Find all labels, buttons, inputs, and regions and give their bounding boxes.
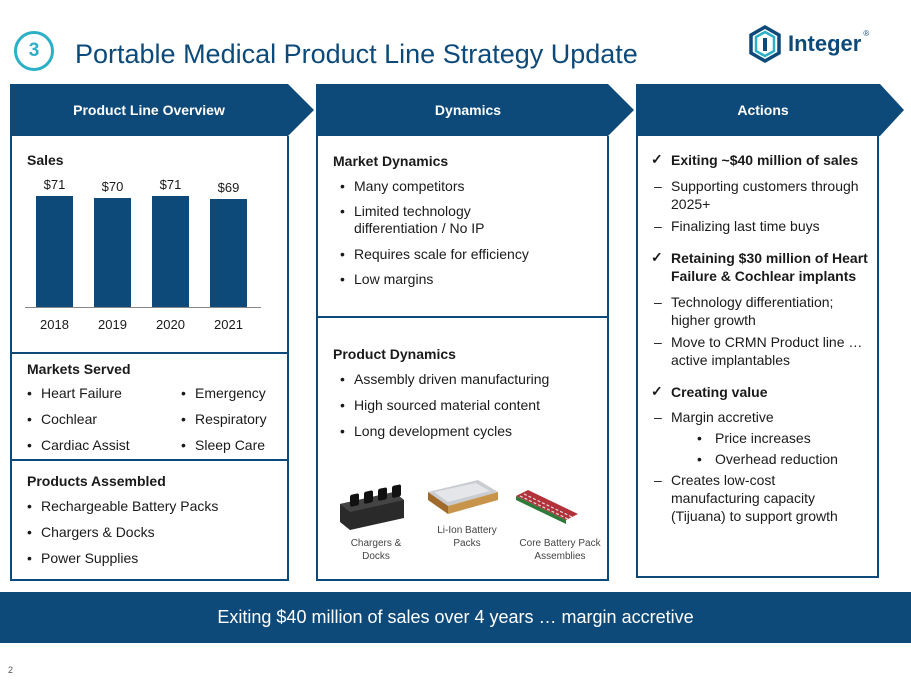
divider	[10, 459, 289, 461]
list-item: • Cardiac Assist	[27, 437, 130, 453]
list-item: • Overhead reduction	[697, 451, 838, 467]
chart-category-label: 2019	[98, 317, 127, 332]
divider	[10, 352, 289, 354]
header-label: Actions	[737, 102, 789, 118]
logo-wordmark: Integer	[788, 31, 862, 56]
chart-bar	[36, 196, 73, 307]
list-item: • Heart Failure	[27, 385, 122, 401]
list-item: • Sleep Care	[181, 437, 266, 453]
check-icon: ✓	[651, 151, 663, 167]
chargers-docks-image	[336, 484, 408, 532]
image-caption: Core Battery Pack Assemblies	[519, 538, 601, 562]
footer-banner: Exiting $40 million of sales over 4 year…	[0, 592, 911, 643]
check-icon: ✓	[651, 249, 663, 265]
product-dynamics-list: • Assembly driven manufacturing • High sou…	[340, 371, 549, 449]
chart-data-label: $69	[217, 180, 240, 195]
action-title: Retaining $30 million of Heart Failure &…	[671, 250, 868, 284]
header-product-line-overview: Product Line Overview	[10, 84, 314, 136]
action-title: Creating value	[671, 384, 768, 400]
image-caption: Chargers & Docks	[350, 538, 402, 562]
header-actions: Actions	[636, 84, 904, 136]
page-title: Portable Medical Product Line Strategy U…	[75, 39, 638, 69]
image-caption: Li-Ion Battery Packs	[437, 525, 497, 549]
market-dynamics-list: • Many competitors • Limited technology di…	[340, 178, 590, 287]
list-item: • Requires scale for efficiency	[340, 246, 529, 262]
chart-data-label: $71	[159, 177, 182, 192]
divider	[316, 316, 609, 318]
slide-number-badge: 3	[14, 31, 54, 71]
action-sublist: – Margin accretive • Price increases • Over…	[651, 408, 876, 525]
actions-panel	[636, 136, 879, 578]
markets-right-list: • Emergency • Respiratory • Sleep Care	[181, 385, 267, 463]
product-dynamics-title: Product Dynamics	[333, 346, 456, 362]
header-label: Dynamics	[434, 102, 502, 118]
list-item: • Emergency	[181, 385, 266, 401]
chart-data-label: $70	[101, 179, 124, 194]
chart-baseline	[25, 307, 261, 308]
chart-bar	[152, 196, 189, 307]
sales-title: Sales	[27, 152, 64, 168]
integer-logo: Integer ®	[748, 25, 869, 63]
action-retaining: ✓ Retaining $30 million of Heart Failure…	[651, 249, 876, 285]
chart-category-label: 2018	[40, 317, 69, 332]
chart-bar	[94, 198, 131, 307]
logo-registered-mark: ®	[863, 29, 870, 38]
action-title: Exiting ~$40 million of sales	[671, 152, 859, 168]
list-item: • Respiratory	[181, 411, 267, 427]
list-item: • Low margins	[340, 271, 434, 287]
chart-bar	[210, 199, 247, 307]
list-item: • Long development cycles	[340, 423, 512, 439]
list-item: – Creates low-cost manufacturing capacity…	[654, 472, 838, 524]
chart-category-label: 2021	[214, 317, 243, 332]
list-item: – Technology differentiation; higher grow…	[654, 294, 834, 328]
markets-left-list: • Heart Failure • Cochlear • Cardiac Assist	[27, 385, 130, 463]
header-label: Product Line Overview	[73, 102, 225, 118]
core-battery-pack-image	[514, 486, 580, 526]
products-assembled-title: Products Assembled	[27, 473, 166, 489]
list-item: • Many competitors	[340, 178, 465, 194]
list-item: – Finalizing last time buys	[654, 218, 820, 234]
list-item: • Rechargeable Battery Packs	[27, 498, 219, 514]
sales-chart: $71 2018 $70 2019 $71 2020 $69 2021	[25, 170, 265, 332]
list-item: • Power Supplies	[27, 550, 139, 566]
check-icon: ✓	[651, 383, 663, 399]
actions-content: ✓ Exiting ~$40 million of sales – Support…	[651, 151, 876, 525]
li-ion-battery-image	[424, 478, 502, 520]
integer-logo-icon	[749, 25, 781, 63]
action-creating-value: ✓ Creating value	[651, 383, 876, 401]
market-dynamics-title: Market Dynamics	[333, 153, 449, 169]
list-item: – Supporting customers through 2025+	[654, 178, 859, 212]
list-item: • Price increases	[697, 430, 811, 446]
header-dynamics: Dynamics	[316, 84, 634, 136]
markets-served-title: Markets Served	[27, 361, 131, 377]
products-list: • Rechargeable Battery Packs • Chargers & …	[27, 498, 218, 576]
list-item: • Limited technology differentiation / No…	[340, 203, 485, 236]
page-number: 2	[8, 665, 14, 675]
list-item: • Chargers & Docks	[27, 524, 155, 540]
chart-data-label: $71	[43, 177, 66, 192]
list-item: – Move to CRMN Product line … active impl…	[654, 334, 863, 368]
list-item: – Margin accretive	[654, 409, 774, 425]
chart-category-label: 2020	[156, 317, 185, 332]
action-sublist: – Technology differentiation; higher grow…	[651, 293, 876, 369]
list-item: • Cochlear	[27, 411, 98, 427]
list-item: • Assembly driven manufacturing	[340, 371, 550, 387]
list-item: • High sourced material content	[340, 397, 540, 413]
action-exiting: ✓ Exiting ~$40 million of sales	[651, 151, 876, 169]
action-sublist: – Supporting customers through 2025+ – Fin…	[651, 177, 876, 235]
